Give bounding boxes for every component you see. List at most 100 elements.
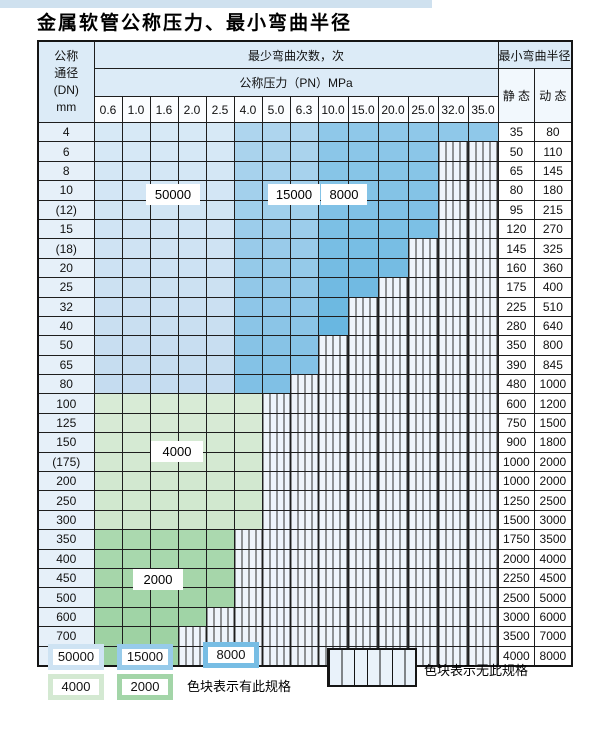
no-spec-cell [467, 471, 499, 492]
no-spec-cell [347, 412, 379, 434]
page-top-strip [0, 0, 432, 8]
legend-unavailable-text: 色块表示无此规格 [424, 663, 529, 678]
dn-cell: 25 [37, 277, 95, 298]
spec-cell [407, 141, 439, 162]
dn-cell: 15 [37, 218, 95, 240]
cycles-zone-label: 2000 [133, 569, 183, 590]
no-spec-cell [467, 567, 499, 589]
spec-cell [177, 238, 207, 259]
no-spec-cell [377, 412, 409, 434]
no-spec-cell [377, 490, 409, 511]
spec-cell [261, 335, 291, 356]
dynamic-value: 80 [534, 121, 573, 143]
spec-cell [149, 160, 179, 182]
no-spec-cell [347, 471, 379, 492]
spec-cell [93, 626, 123, 647]
spec-cell [377, 160, 409, 182]
no-spec-cell [347, 393, 379, 414]
dn-cell: 100 [37, 393, 95, 414]
no-spec-cell [437, 180, 469, 201]
no-spec-cell [407, 490, 439, 511]
no-spec-cell [233, 548, 263, 569]
no-spec-cell [437, 490, 469, 511]
no-spec-cell [407, 548, 439, 569]
spec-cell [233, 141, 263, 162]
spec-cell [121, 121, 151, 143]
no-spec-cell [347, 509, 379, 531]
no-spec-cell [407, 626, 439, 647]
no-spec-cell [437, 354, 469, 376]
pressure-tick: 4.0 [233, 96, 263, 123]
no-spec-cell [437, 567, 469, 589]
spec-cell [93, 432, 123, 453]
no-spec-cell [261, 490, 291, 511]
no-spec-cell [289, 567, 319, 589]
table-row: (175) 1000 2000 [37, 451, 573, 473]
table-row: 40 280 640 [37, 315, 573, 337]
no-spec-cell [407, 315, 439, 337]
static-value: 225 [497, 296, 536, 317]
static-value: 145 [497, 238, 536, 259]
cycles-zone-label: 15000 [268, 184, 320, 205]
table-row: 15 120 270 [37, 218, 573, 240]
spec-cell [149, 393, 179, 414]
spec-cell [261, 296, 291, 317]
spec-cell [93, 180, 123, 201]
no-spec-cell [377, 587, 409, 608]
static-value: 480 [497, 374, 536, 395]
spec-cell [205, 335, 235, 356]
spec-cell [289, 218, 319, 240]
no-spec-cell [377, 315, 409, 337]
spec-cell [93, 567, 123, 589]
no-spec-cell [467, 606, 499, 628]
no-spec-cell [347, 490, 379, 511]
spec-cell [121, 587, 151, 608]
no-spec-cell [437, 412, 469, 434]
spec-cell [149, 471, 179, 492]
spec-cell [149, 218, 179, 240]
pressure-tick: 5.0 [261, 96, 291, 123]
table-row: 350 1750 3500 [37, 529, 573, 550]
no-spec-cell [467, 160, 499, 182]
pressure-tick: 2.5 [205, 96, 235, 123]
spec-cell [317, 121, 349, 143]
static-value: 80 [497, 180, 536, 201]
table-row: 6 50 110 [37, 141, 573, 162]
spec-table-container: 公称 通径 (DN) mm 最少弯曲次数，次 最小弯曲半径 公称压力（PN）MPa 静 态动 … [37, 40, 573, 667]
no-spec-cell [377, 529, 409, 550]
dynamic-value: 7000 [534, 626, 573, 647]
no-spec-cell [467, 296, 499, 317]
spec-cell [93, 277, 123, 298]
spec-cell [93, 121, 123, 143]
no-spec-cell [407, 374, 439, 395]
table-row: 400 2000 4000 [37, 548, 573, 569]
spec-cell [347, 218, 379, 240]
spec-cell [93, 490, 123, 511]
spec-cell [177, 354, 207, 376]
no-spec-cell [437, 393, 469, 414]
spec-table: 公称 通径 (DN) mm 最少弯曲次数，次 最小弯曲半径 公称压力（PN）MPa 静 态动 … [37, 40, 573, 667]
no-spec-cell [177, 626, 207, 647]
static-value: 35 [497, 121, 536, 143]
dn-cell: 200 [37, 471, 95, 492]
spec-cell [437, 121, 469, 143]
dynamic-value: 2000 [534, 471, 573, 492]
spec-cell [177, 509, 207, 531]
spec-cell [121, 315, 151, 337]
pressure-tick: 1.0 [121, 96, 151, 123]
spec-cell [261, 218, 291, 240]
spec-cell [407, 180, 439, 201]
no-spec-cell [289, 529, 319, 550]
no-spec-cell [317, 587, 349, 608]
no-spec-cell [261, 509, 291, 531]
table-row: 300 1500 3000 [37, 509, 573, 531]
no-spec-cell [347, 529, 379, 550]
spec-cell [317, 257, 349, 279]
no-spec-cell [261, 432, 291, 453]
no-spec-cell [437, 296, 469, 317]
legend-swatch-value: 50000 [53, 649, 99, 665]
cycles-zone-label: 50000 [146, 184, 200, 205]
dynamic-value: 2500 [534, 490, 573, 511]
spec-cell [93, 393, 123, 414]
no-spec-cell [437, 432, 469, 453]
